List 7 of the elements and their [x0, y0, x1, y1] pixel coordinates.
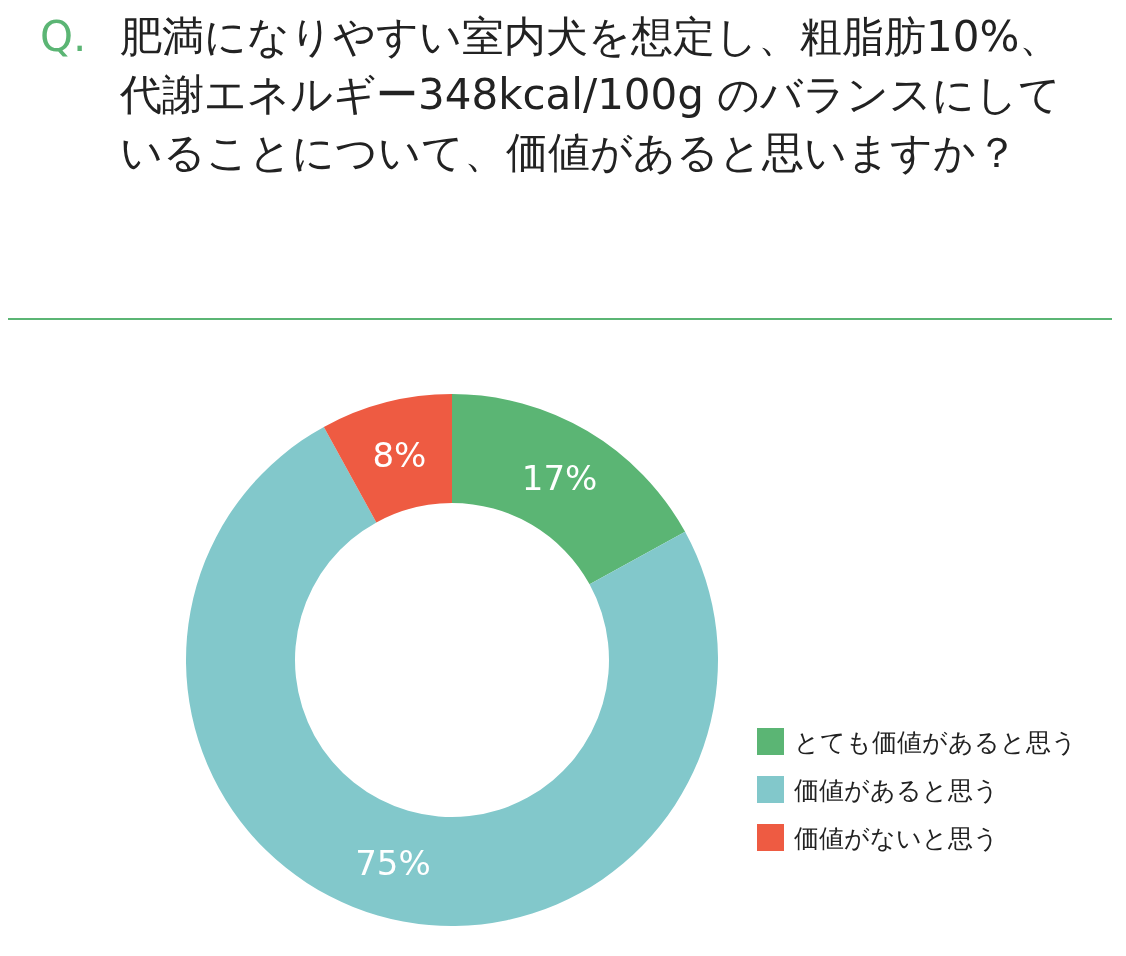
legend-label: とても価値があると思う — [794, 728, 1077, 757]
chart-title: Q. 肥満になりやすい室内犬を想定し、粗脂肪10%、代謝エネルギー348kcal/100g のバランスにしていることについて、価値があると思いますか？ — [40, 11, 1063, 179]
data-label: 8% — [372, 435, 427, 476]
legend-label: 価値がないと思う — [794, 824, 999, 853]
data-label: 17% — [521, 457, 598, 498]
data-label: 75% — [355, 843, 431, 884]
legend-label: 価値があると思う — [794, 776, 999, 805]
